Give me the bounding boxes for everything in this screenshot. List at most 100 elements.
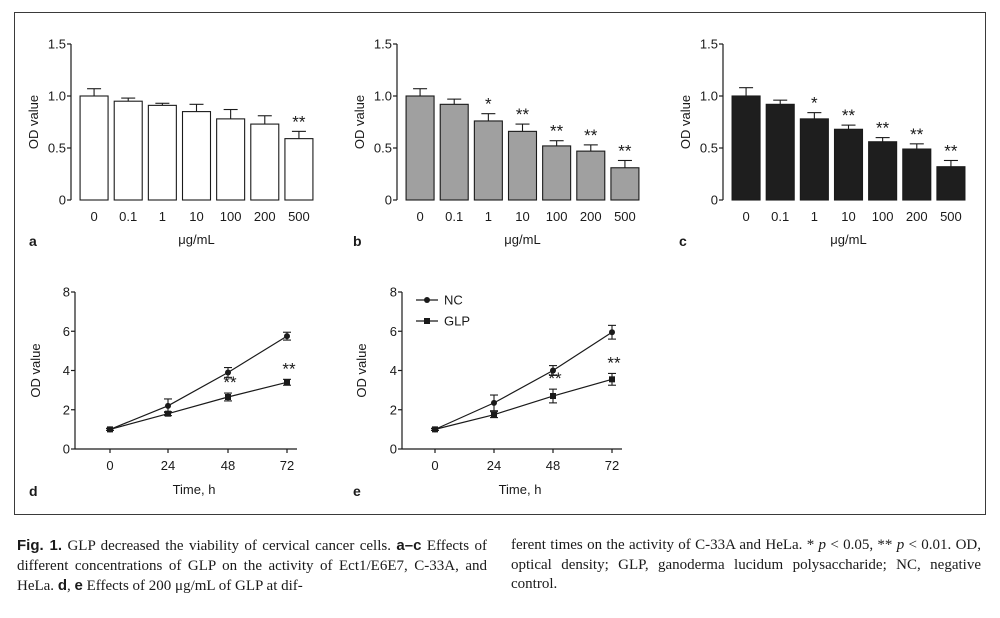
y-axis-label: OD value [354,343,369,397]
bar [284,138,314,201]
x-tick-label: 72 [280,458,294,473]
panel-label: c [679,233,687,249]
y-axis-label: OD value [352,95,367,149]
x-tick-label: 100 [220,209,242,224]
significance-marker: ** [516,105,530,124]
y-tick-label: 0 [385,193,392,208]
x-tick-label: 10 [515,209,529,224]
legend-marker [424,318,430,324]
bar [868,141,898,201]
caption-p-symbol: p [896,537,905,553]
y-tick-label: 8 [63,285,70,300]
figure-frame [14,12,986,515]
y-tick-label: 1.5 [374,37,392,52]
data-point [107,426,113,433]
x-tick-label: 48 [546,458,560,473]
y-tick-label: 4 [63,363,70,378]
y-tick-label: 1.0 [700,89,718,104]
significance-marker: ** [223,373,237,392]
bar [250,123,280,201]
y-axis-label: OD value [28,343,43,397]
bar [576,150,606,201]
bar [473,120,503,201]
y-tick-label: 0 [59,193,66,208]
x-axis-label: Time, h [173,482,216,497]
y-tick-label: 4 [390,363,397,378]
bar-chart-panel-b: 0 0.5 1.0 1.5 OD value 0 0.1 1 * 10 ** 100 ** 200 ** 50… [352,37,640,249]
caption-p-symbol: p [818,537,827,553]
bar [216,118,246,201]
bar [610,167,640,201]
bar [113,100,143,201]
x-tick-label: 0 [106,458,113,473]
y-tick-label: 8 [390,285,397,300]
data-point [225,369,231,376]
x-tick-label: 0.1 [445,209,463,224]
y-tick-label: 0 [711,193,718,208]
x-tick-label: 200 [580,209,602,224]
legend-marker [424,297,430,303]
figure-caption-right: ferent times on the activity of C-33A an… [511,536,981,595]
y-tick-label: 1.0 [48,89,66,104]
bar [542,145,572,201]
y-tick-label: 0 [63,442,70,457]
caption-text: Effects of 200 μg/mL of GLP at dif- [82,578,303,594]
significance-marker: * [485,95,492,114]
significance-marker: ** [282,359,296,378]
panel-label: e [353,483,361,499]
x-tick-label: 24 [161,458,175,473]
x-tick-label: 200 [254,209,276,224]
data-point [550,367,556,374]
data-point [491,399,497,406]
y-tick-label: 1.5 [48,37,66,52]
y-axis-label: OD value [26,95,41,149]
y-tick-label: 0.5 [374,141,392,156]
data-point [165,402,171,409]
bar-chart-panel-a: 0 0.5 1.0 1.5 OD value 0 0.1 1 10 100 200 500 ** μg/m… [26,37,314,249]
x-tick-label: 100 [872,209,894,224]
significance-marker: ** [548,369,562,388]
caption-text: ferent times on the activity of C-33A an… [511,537,819,553]
x-tick-label: 24 [487,458,501,473]
data-point [550,393,556,400]
x-tick-label: 0 [742,209,749,224]
data-point [284,333,290,340]
significance-marker: ** [607,353,621,372]
significance-marker: ** [876,119,890,138]
caption-panel-ref: e [74,577,83,594]
panel-label: b [353,233,362,249]
x-tick-label: 1 [485,209,492,224]
data-point [609,329,615,336]
bar [181,111,212,201]
y-tick-label: 6 [390,324,397,339]
x-tick-label: 48 [221,458,235,473]
x-tick-label: 0.1 [119,209,137,224]
bar [79,95,109,201]
series-line [109,335,288,430]
x-tick-label: 10 [841,209,855,224]
bar [799,118,829,201]
caption-fig-label: Fig. 1. [17,537,63,554]
x-tick-label: 0.1 [771,209,789,224]
caption-text: GLP decreased the viability of cervical … [62,538,397,554]
x-axis-label: Time, h [499,482,542,497]
y-tick-label: 0 [390,442,397,457]
data-point [491,411,497,418]
y-tick-label: 1.5 [700,37,718,52]
significance-marker: ** [618,141,632,160]
significance-marker: ** [292,112,306,131]
x-tick-label: 10 [189,209,203,224]
x-tick-label: 500 [614,209,636,224]
data-point [609,376,615,383]
bar [833,128,864,201]
bar [731,95,761,201]
data-point [165,410,171,417]
x-axis-label: μg/mL [504,232,540,247]
caption-text: < 0.05, ** [826,537,897,553]
x-tick-label: 100 [546,209,568,224]
x-tick-label: 72 [605,458,619,473]
x-axis-label: μg/mL [830,232,866,247]
significance-marker: ** [842,106,856,125]
bar [936,166,966,201]
